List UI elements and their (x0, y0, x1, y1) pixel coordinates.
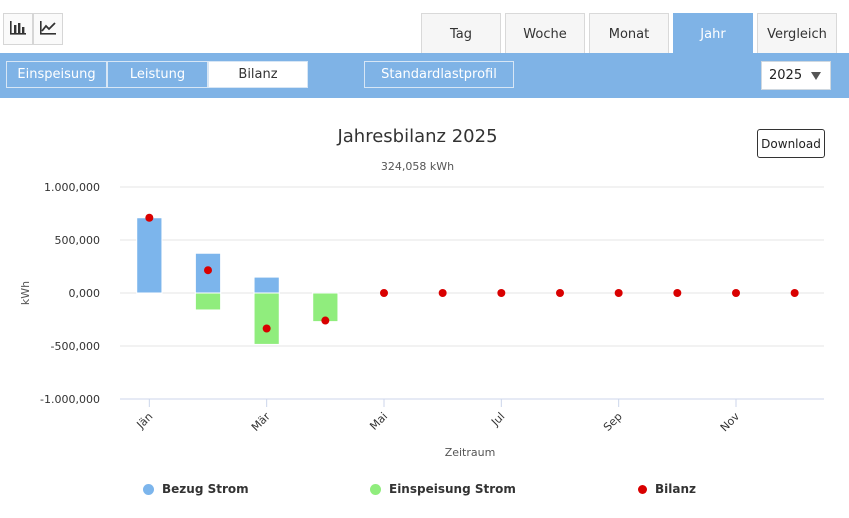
year-select-value: 2025 (769, 68, 803, 83)
legend-item-bilanz[interactable]: Bilanz (638, 482, 696, 496)
tab-jahr[interactable]: Jahr (673, 13, 753, 54)
bilanz-point (262, 324, 271, 333)
bezug-bar (253, 276, 280, 294)
y-tick-label: 500,000 (55, 234, 101, 247)
einspeisung-bar (253, 292, 280, 345)
einspeisung-bar (194, 292, 222, 311)
bilanz-point (145, 213, 154, 222)
bilanz-point (204, 266, 212, 275)
y-tick-label: 1.000,000 (44, 181, 100, 194)
einspeisung-button[interactable]: Einspeisung (6, 61, 107, 88)
x-tick-label: Jul (488, 410, 507, 429)
standardlastprofil-button[interactable]: Standardlastprofil (364, 61, 514, 88)
download-button[interactable]: Download (757, 129, 825, 158)
line-chart-icon (39, 19, 57, 39)
bar-chart-button[interactable] (3, 13, 33, 45)
control-band (0, 53, 849, 98)
tab-vergleich[interactable]: Vergleich (757, 13, 837, 54)
x-tick-label: Mär (249, 410, 273, 434)
grid-lines (120, 186, 824, 347)
bars (136, 217, 339, 345)
x-tick-label: Nov (718, 410, 743, 435)
legend-label-bilanz: Bilanz (655, 482, 696, 496)
y-tick-label: -1.000,000 (40, 393, 100, 406)
leistung-button[interactable]: Leistung (107, 61, 208, 88)
y-tick-label: 0,000 (69, 287, 101, 300)
bilanz-button[interactable]: Bilanz (208, 61, 308, 88)
tab-woche[interactable]: Woche (505, 13, 585, 54)
bezug-bar (136, 217, 163, 294)
y-axis-label: kWh (19, 281, 32, 305)
bilanz-point (732, 289, 740, 297)
x-tick-label: Jän (134, 410, 156, 432)
y-tick-label: -500,000 (51, 340, 100, 353)
legend-swatch-bilanz (638, 484, 647, 494)
bilanz-point (438, 289, 447, 297)
x-axis-label: Zeitraum (445, 446, 496, 459)
bilanz-points (145, 213, 799, 333)
bilanz-point (790, 289, 799, 297)
legend-label-einspeisung: Einspeisung Strom (389, 482, 516, 496)
legend-swatch-einspeisung (370, 483, 381, 495)
bilanz-point (614, 289, 623, 297)
x-tick-label: Mai (367, 410, 390, 433)
tab-monat[interactable]: Monat (589, 13, 669, 54)
chevron-down-icon (811, 72, 821, 80)
tab-tag[interactable]: Tag (421, 13, 501, 54)
year-select[interactable]: 2025 (761, 61, 831, 90)
legend-item-einspeisung[interactable]: Einspeisung Strom (370, 482, 516, 496)
bilanz-point (321, 316, 330, 325)
legend-item-bezug[interactable]: Bezug Strom (143, 482, 249, 496)
bilanz-point (556, 289, 564, 297)
bilanz-point (497, 289, 506, 297)
chart-subtitle: 324,058 kWh (380, 160, 455, 173)
bar-chart-icon (9, 19, 27, 39)
bilanz-point (380, 289, 388, 297)
legend-swatch-bezug (143, 483, 154, 495)
chart-title: Jahresbilanz 2025 (337, 126, 498, 147)
legend-label-bezug: Bezug Strom (162, 482, 249, 496)
line-chart-button[interactable] (33, 13, 63, 45)
x-tick-label: Sep (601, 410, 625, 434)
bilanz-point (673, 289, 682, 297)
